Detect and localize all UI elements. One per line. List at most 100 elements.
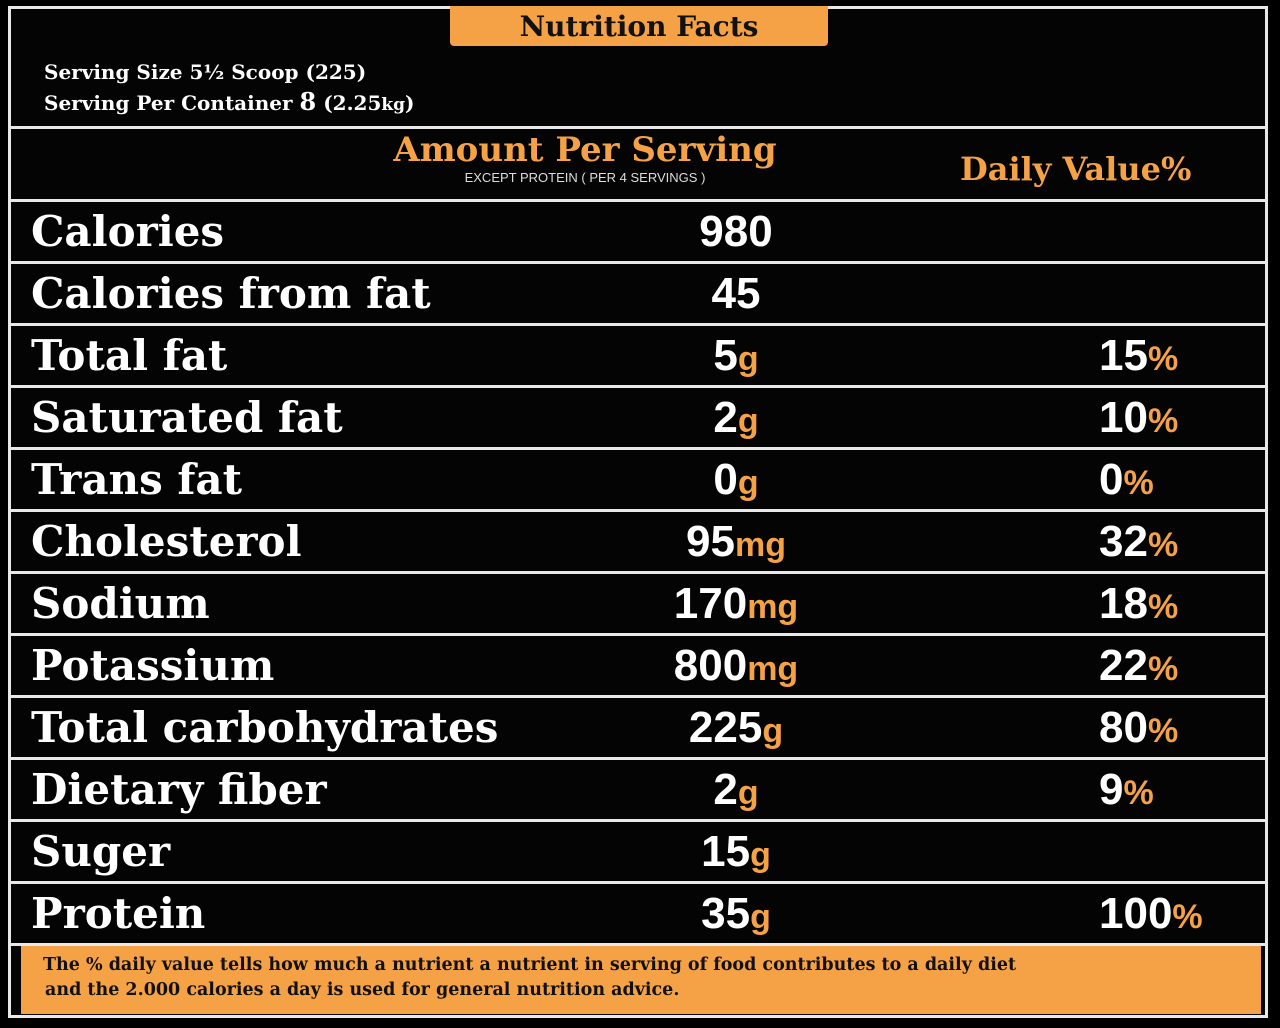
amount-per-serving-heading: Amount Per Serving xyxy=(393,130,777,170)
nutrient-amount-value: 2 xyxy=(713,393,738,442)
nutrient-daily-value: 22% xyxy=(1099,636,1178,695)
nutrient-amount-value: 95 xyxy=(686,517,735,566)
nutrient-row: Protein 35g 100% xyxy=(11,884,1265,943)
nutrient-row: Trans fat 0g 0% xyxy=(11,450,1265,509)
divider xyxy=(8,447,1268,450)
nutrient-amount-unit: mg xyxy=(747,588,799,626)
serving-per-container-weight-unit: kg xyxy=(381,95,406,115)
nutrient-row: Suger 15g xyxy=(11,822,1265,881)
serving-per-container-weight: (2.25 xyxy=(323,91,382,115)
nutrient-daily-value: 100% xyxy=(1099,884,1203,943)
nutrient-daily-value: 80% xyxy=(1099,698,1178,757)
nutrient-label: Total fat xyxy=(31,331,228,380)
nutrient-daily-value-percent: % xyxy=(1172,898,1203,936)
nutrient-daily-value: 15% xyxy=(1099,326,1178,385)
nutrient-amount-unit: g xyxy=(737,402,759,440)
divider xyxy=(8,385,1268,388)
nutrient-daily-value-percent: % xyxy=(1123,464,1154,502)
divider xyxy=(8,695,1268,698)
nutrition-panel xyxy=(8,6,1268,1018)
nutrient-daily-value: 10% xyxy=(1099,388,1178,447)
nutrient-daily-value-percent: % xyxy=(1147,402,1179,440)
nutrient-amount-unit: g xyxy=(737,340,759,378)
nutrient-amount-unit: g xyxy=(737,464,759,502)
nutrient-row: Total fat 5g 15% xyxy=(11,326,1265,385)
nutrient-daily-value-percent: % xyxy=(1147,340,1179,378)
nutrient-daily-value-number: 0 xyxy=(1099,455,1124,504)
divider xyxy=(8,943,1268,946)
nutrient-row: Total carbohydrates 225g 80% xyxy=(11,698,1265,757)
nutrient-amount: 5g xyxy=(571,326,901,385)
except-protein-note: EXCEPT PROTEIN ( PER 4 SERVINGS ) xyxy=(464,170,706,185)
nutrient-amount: 35g xyxy=(571,884,901,943)
nutrient-daily-value-number: 15 xyxy=(1099,331,1148,380)
nutrient-daily-value: 0% xyxy=(1099,450,1154,509)
daily-value-heading: Daily Value% xyxy=(960,150,1192,188)
nutrient-row: Dietary fiber 2g 9% xyxy=(11,760,1265,819)
nutrient-row: Saturated fat 2g 10% xyxy=(11,388,1265,447)
serving-per-container: Serving Per Container 8 (2.25kg) xyxy=(44,87,415,120)
nutrient-amount: 225g xyxy=(571,698,901,757)
nutrient-daily-value: 18% xyxy=(1099,574,1178,633)
nutrient-amount-unit: g xyxy=(737,774,759,812)
nutrient-amount: 980 xyxy=(571,202,901,261)
nutrient-amount-value: 15 xyxy=(701,827,751,876)
nutrient-daily-value-number: 9 xyxy=(1099,765,1124,814)
divider xyxy=(8,633,1268,636)
nutrient-row: Calories 980 xyxy=(11,202,1265,261)
divider xyxy=(8,323,1268,326)
nutrient-daily-value: 32% xyxy=(1099,512,1178,571)
serving-size: Serving Size 5½ Scoop (225) xyxy=(44,60,367,84)
nutrient-label: Dietary fiber xyxy=(31,765,327,814)
divider xyxy=(8,757,1268,760)
divider xyxy=(8,199,1268,202)
nutrient-row: Sodium 170mg 18% xyxy=(11,574,1265,633)
nutrient-row: Calories from fat 45 xyxy=(11,264,1265,323)
nutrient-row: Cholesterol 95mg 32% xyxy=(11,512,1265,571)
serving-per-container-label: Serving Per Container xyxy=(44,91,293,115)
nutrient-daily-value-percent: % xyxy=(1147,588,1179,626)
nutrient-amount-value: 45 xyxy=(711,269,761,318)
nutrient-daily-value-number: 32 xyxy=(1099,517,1148,566)
nutrient-label: Trans fat xyxy=(31,455,243,504)
nutrient-amount: 2g xyxy=(571,388,901,447)
footnote-line-1: The % daily value tells how much a nutri… xyxy=(43,955,1017,975)
nutrient-amount-unit: mg xyxy=(747,650,799,688)
nutrient-amount-value: 225 xyxy=(688,703,763,752)
nutrient-amount-value: 170 xyxy=(673,579,748,628)
nutrient-label: Saturated fat xyxy=(31,393,343,442)
panel-title: Nutrition Facts xyxy=(450,6,828,46)
nutrient-amount-unit: g xyxy=(762,712,784,750)
nutrient-daily-value-percent: % xyxy=(1147,526,1179,564)
nutrient-amount-value: 5 xyxy=(713,331,738,380)
nutrient-daily-value-percent: % xyxy=(1147,650,1179,688)
nutrient-daily-value-number: 18 xyxy=(1099,579,1148,628)
footnote: The % daily value tells how much a nutri… xyxy=(21,946,1261,1014)
nutrient-amount-unit: g xyxy=(750,836,771,874)
nutrient-daily-value-number: 80 xyxy=(1099,703,1148,752)
nutrient-amount-unit: g xyxy=(750,898,771,936)
nutrient-daily-value: 9% xyxy=(1099,760,1154,819)
divider xyxy=(8,881,1268,884)
nutrient-label: Potassium xyxy=(31,641,275,690)
serving-per-container-weight-close: ) xyxy=(405,91,415,115)
nutrient-amount: 15g xyxy=(571,822,901,881)
divider xyxy=(8,261,1268,264)
nutrient-amount: 170mg xyxy=(571,574,901,633)
nutrient-row: Potassium 800mg 22% xyxy=(11,636,1265,695)
nutrient-amount-value: 0 xyxy=(713,455,738,504)
divider xyxy=(8,126,1268,129)
nutrient-amount-unit: mg xyxy=(734,526,786,564)
nutrient-daily-value-percent: % xyxy=(1123,774,1154,812)
nutrient-amount: 95mg xyxy=(571,512,901,571)
nutrient-amount: 0g xyxy=(571,450,901,509)
nutrient-amount: 45 xyxy=(571,264,901,323)
nutrient-daily-value-number: 10 xyxy=(1099,393,1148,442)
nutrient-label: Suger xyxy=(31,827,171,876)
nutrient-amount-value: 35 xyxy=(701,889,751,938)
nutrient-amount-value: 2 xyxy=(713,765,738,814)
serving-info: Serving Size 5½ Scoop (225) Serving Per … xyxy=(44,58,415,120)
nutrient-label: Cholesterol xyxy=(31,517,302,566)
nutrient-label: Total carbohydrates xyxy=(31,703,499,752)
nutrient-amount: 800mg xyxy=(571,636,901,695)
